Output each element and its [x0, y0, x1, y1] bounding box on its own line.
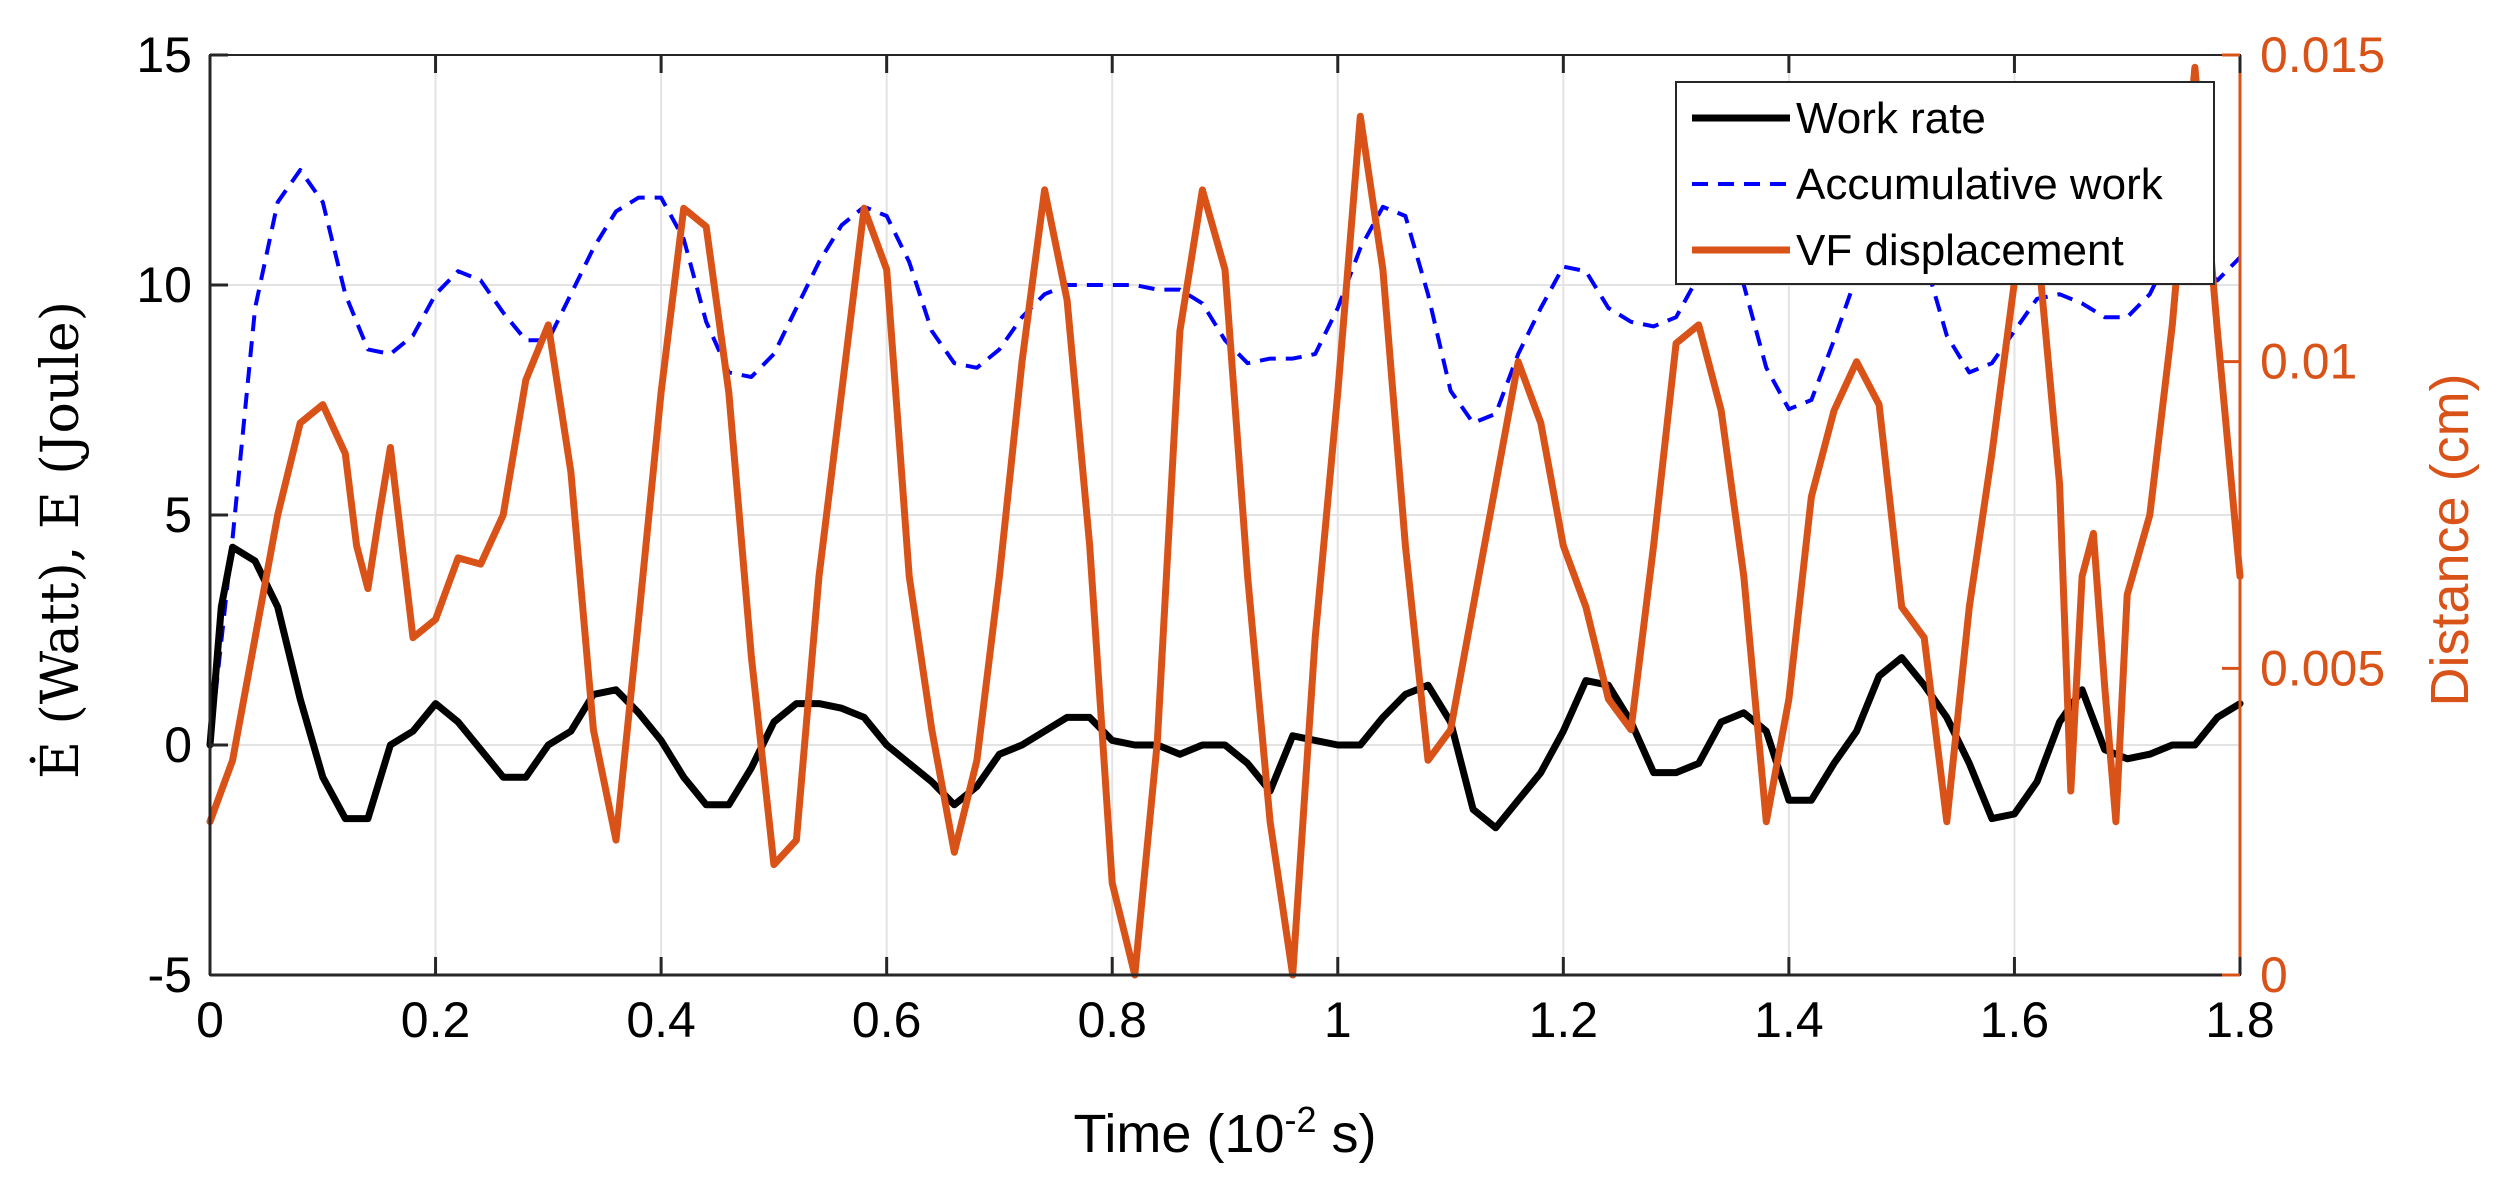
x-tick-label: 0.8	[1077, 992, 1147, 1048]
x-tick-label: 0.4	[626, 992, 696, 1048]
y-right-tick-label: 0.01	[2260, 334, 2357, 390]
y-left-tick-label: 0	[164, 717, 192, 773]
x-axis-label-unit: (10	[1206, 1104, 1284, 1164]
y-left-tick-label: 15	[136, 27, 192, 83]
x-tick-label: 1	[1324, 992, 1352, 1048]
y-right-tick-label: 0.015	[2260, 27, 2385, 83]
y-left-tick-label: 5	[164, 487, 192, 543]
x-axis-label-exponent: -2	[1285, 1099, 1317, 1140]
left-y-axis-label: Ė (Watt), E (Joule)	[30, 301, 91, 779]
x-axis-label: Time (10-2 s)	[1073, 1099, 1376, 1164]
series-line-work-rate	[206, 543, 2244, 832]
right-y-axis-label: Distance (cm)	[2420, 373, 2480, 706]
legend: Work rate Accumulative work VF displacem…	[1675, 81, 2215, 285]
legend-label-vf-displacement: VF displacement	[1796, 226, 2124, 275]
x-axis-label-tail: s)	[1317, 1104, 1377, 1164]
x-tick-label: 0.6	[852, 992, 922, 1048]
axis-ticks: 0 0.2 0.4 0.6 0.8 1 1.2 1.4 1.6 1.8-505101500.005…	[136, 27, 2385, 1048]
y-left-tick-label: -5	[148, 947, 192, 1003]
legend-label-work-rate: Work rate	[1796, 94, 1986, 143]
x-tick-label: 1.2	[1529, 992, 1599, 1048]
x-axis-label-main: Time	[1073, 1104, 1191, 1164]
x-tick-label: 1.8	[2205, 992, 2275, 1048]
x-tick-label: 0	[196, 992, 224, 1048]
x-tick-label: 0.2	[401, 992, 471, 1048]
y-left-tick-label: 10	[136, 257, 192, 313]
x-tick-label: 1.6	[1980, 992, 2050, 1048]
y-right-tick-label: 0	[2260, 947, 2288, 1003]
x-tick-label: 1.4	[1754, 992, 1824, 1048]
series-line-vf-displacement	[206, 63, 2244, 979]
y-right-tick-label: 0.005	[2260, 640, 2385, 696]
legend-label-accumulative-work: Accumulative work	[1796, 160, 2164, 209]
